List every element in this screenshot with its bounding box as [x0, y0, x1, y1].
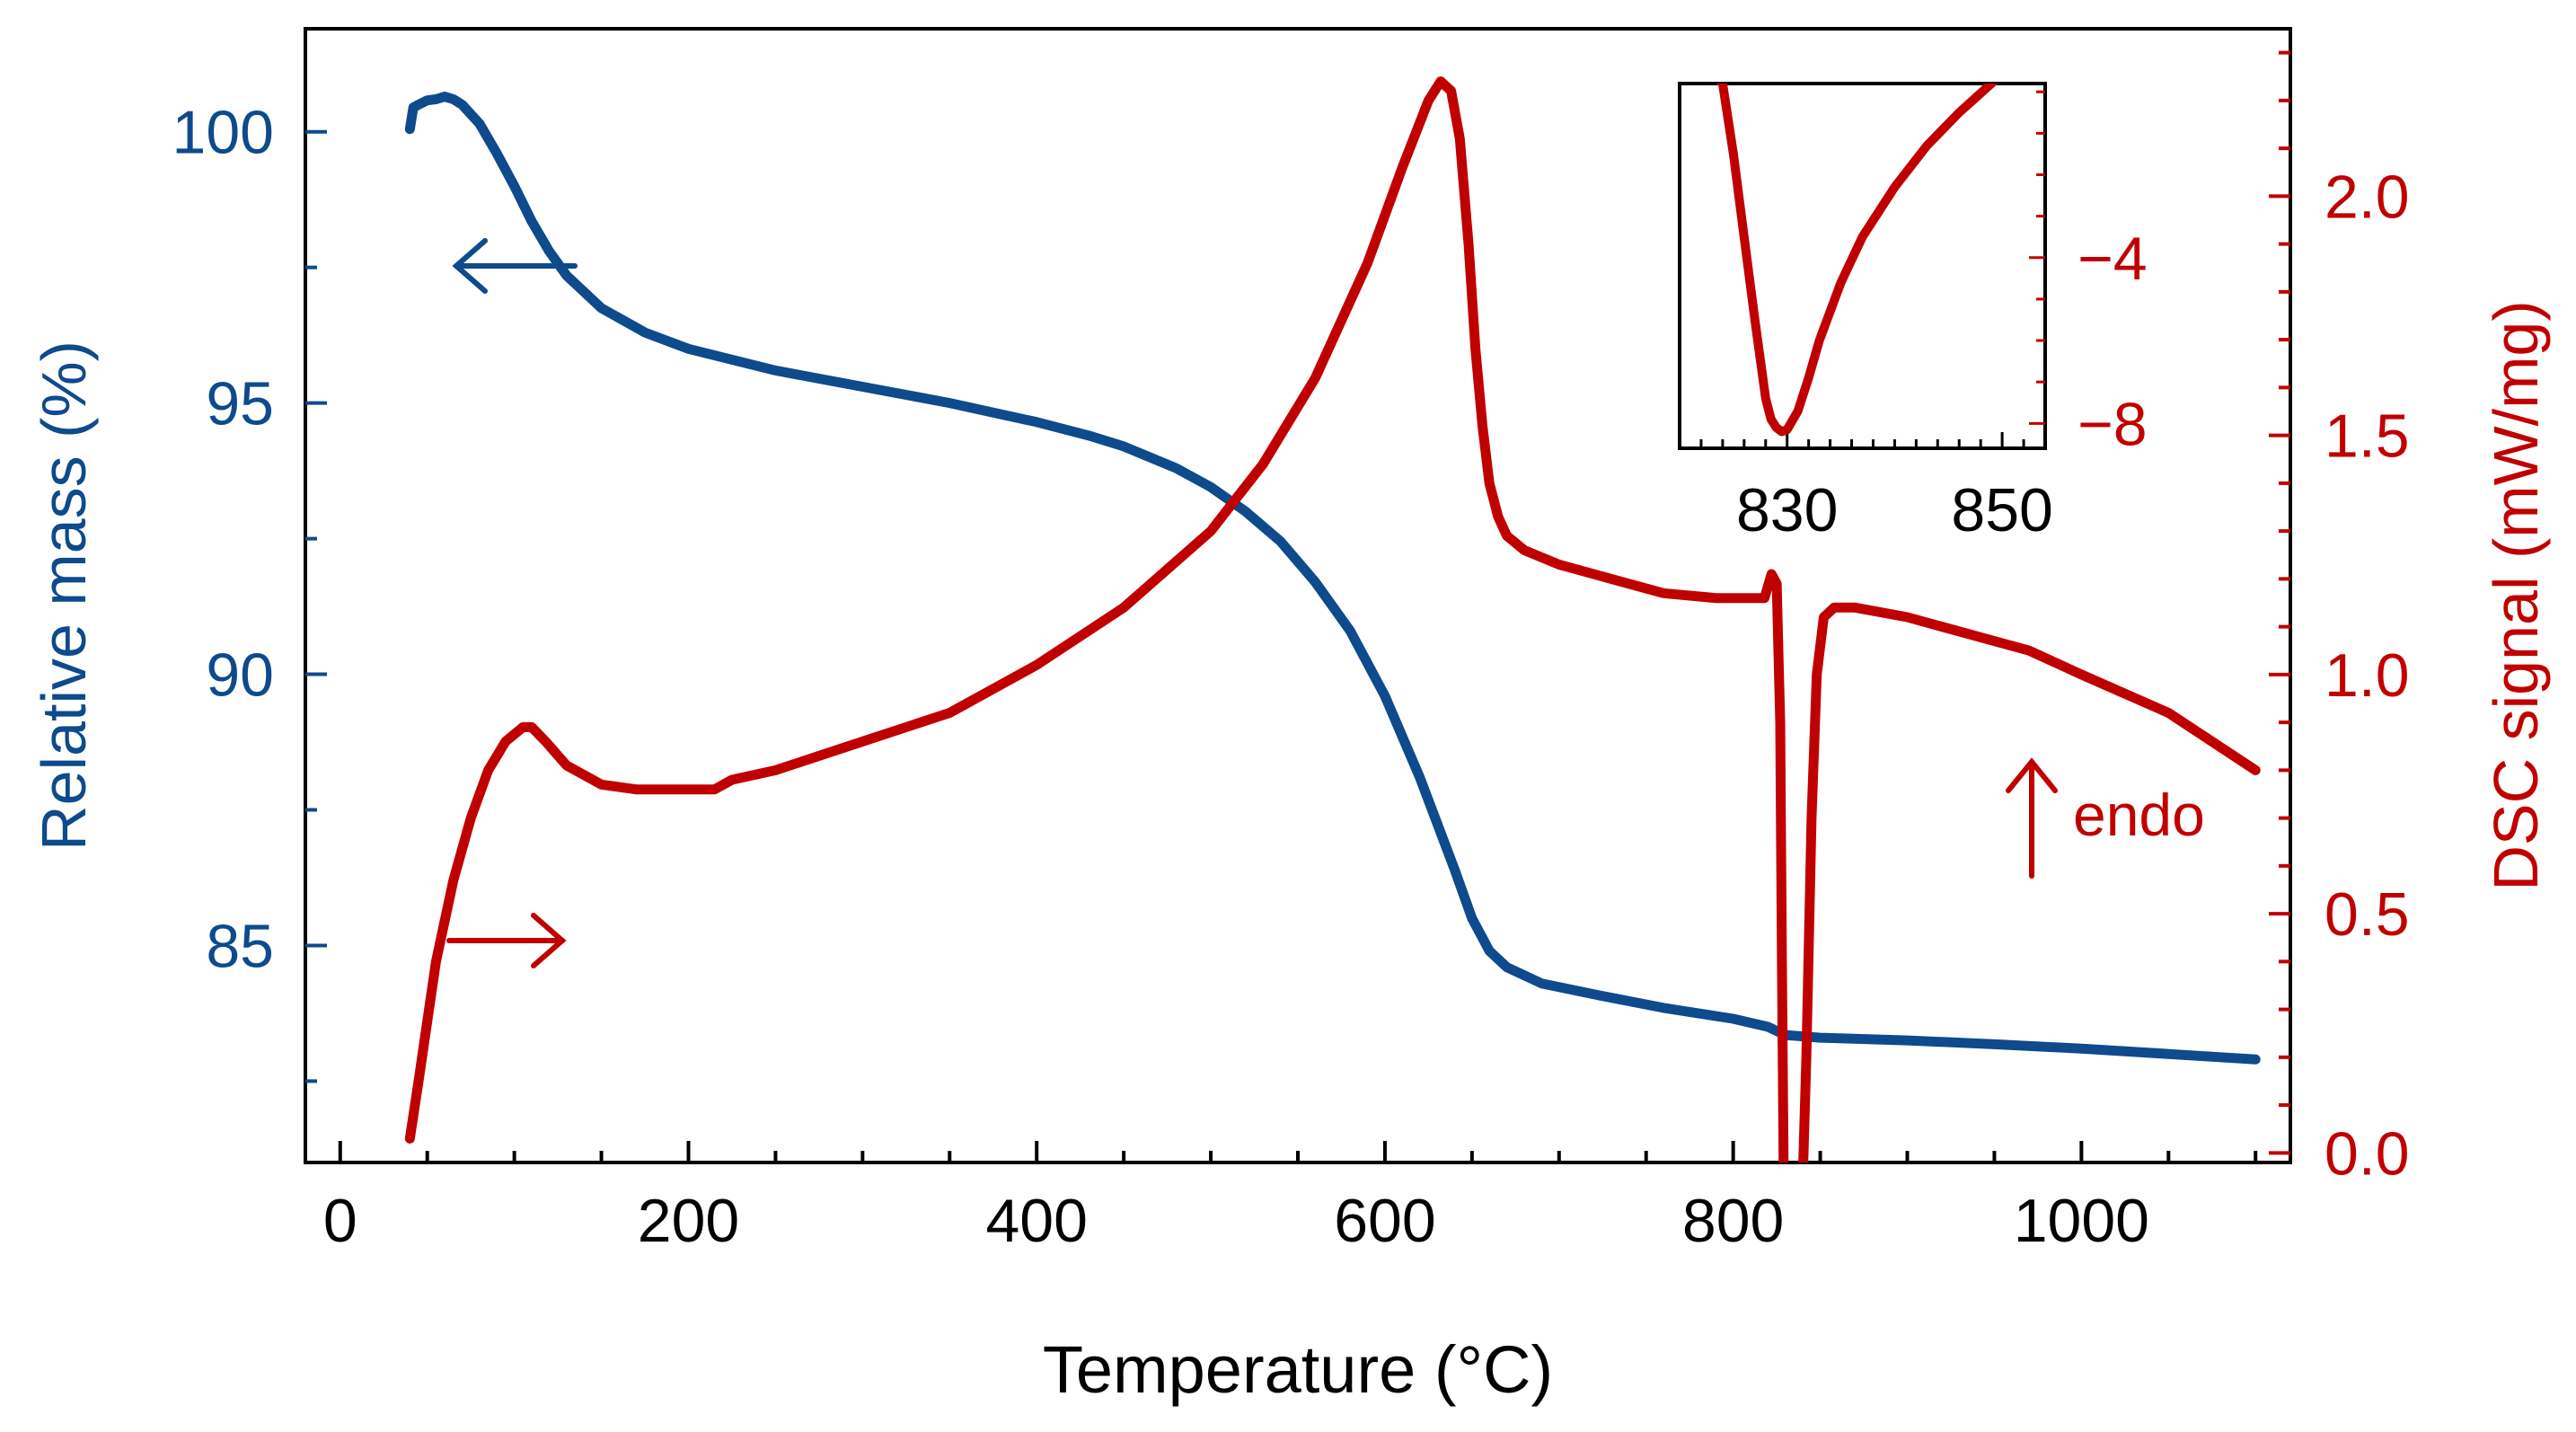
dsc-series-line [404, 76, 2261, 1162]
inset-x-tick-label: 830 [1736, 476, 1838, 544]
right-tick-label: 1.0 [2325, 641, 2410, 710]
left-tick-label: 90 [206, 641, 274, 710]
x-tick-label: 1000 [2014, 1187, 2149, 1255]
inset-frame [1678, 82, 2047, 450]
x-tick-label: 400 [985, 1187, 1087, 1255]
x-tick-label: 0 [323, 1187, 357, 1255]
x-tick-label: 800 [1682, 1187, 1784, 1255]
endo-indicator: endo [2006, 757, 2205, 879]
inset-y-tick-label: −4 [2078, 225, 2148, 293]
inset-dsc-line [1716, 84, 1998, 437]
x-axis-label: Temperature (°C) [1043, 1332, 1553, 1407]
left-tick-label: 95 [206, 370, 274, 438]
right-tick-label: 2.0 [2325, 163, 2410, 231]
mass-axis-arrow [452, 238, 578, 294]
left-tick-label: 100 [172, 99, 274, 167]
right-tick-label: 1.5 [2325, 402, 2410, 471]
inset-axis-ticks: 830 850 −4 −8 [1678, 90, 2148, 544]
left-axis-label: Relative mass (%) [29, 340, 99, 851]
x-tick-label: 600 [1334, 1187, 1435, 1255]
right-tick-label: 0.0 [2325, 1119, 2410, 1188]
left-axis-ticks: 85 90 95 100 [172, 99, 327, 1083]
x-axis-ticks: 0 200 400 600 800 1000 [323, 1141, 2258, 1255]
left-tick-label: 85 [206, 912, 274, 980]
inset-y-tick-label: −8 [2078, 390, 2148, 458]
inset-x-tick-label: 850 [1951, 476, 2052, 544]
x-tick-label: 200 [638, 1187, 739, 1255]
right-tick-label: 0.5 [2325, 880, 2410, 949]
right-axis-ticks: 0.0 0.5 1.0 1.5 2.0 [2269, 50, 2410, 1188]
inset-plot: 830 850 −4 −8 [1678, 82, 2148, 544]
mass-series-line [404, 92, 2261, 1065]
right-axis-label: DSC signal (mW/mg) [2481, 300, 2551, 890]
endo-label: endo [2073, 782, 2205, 848]
dsc-axis-arrow [446, 913, 567, 968]
